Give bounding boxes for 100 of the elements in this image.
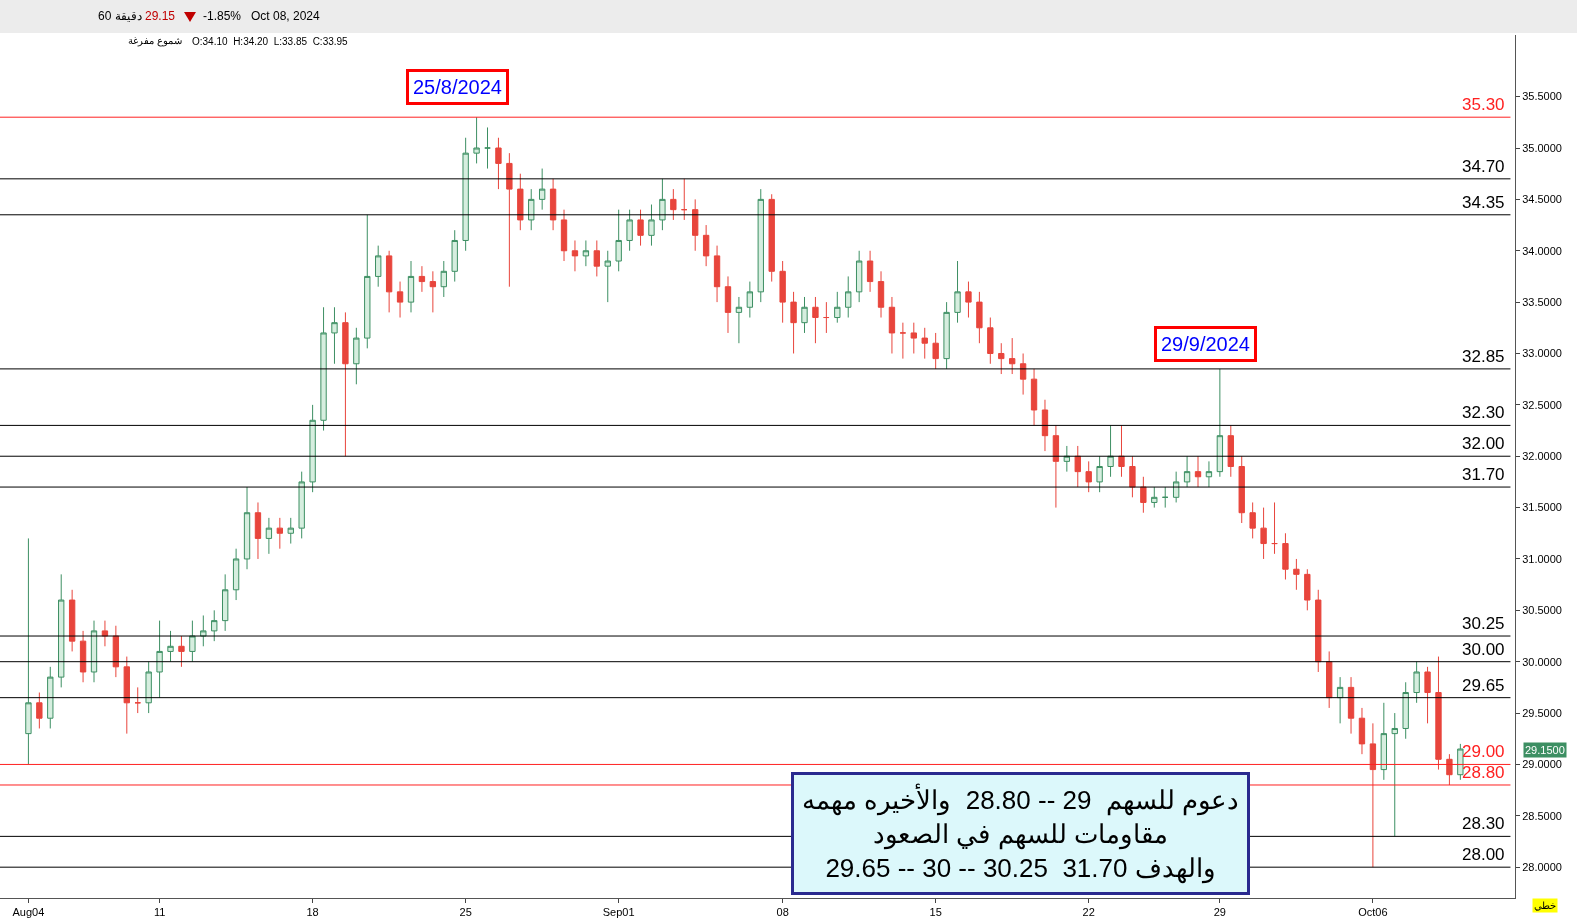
y-tick-label: 28.5000 bbox=[1522, 809, 1562, 822]
candlestick bbox=[571, 239, 579, 272]
candlestick bbox=[1402, 681, 1409, 740]
candlestick bbox=[298, 471, 305, 539]
candlestick bbox=[692, 198, 699, 252]
candlestick bbox=[702, 224, 710, 267]
candlestick bbox=[58, 573, 65, 688]
candlestick bbox=[604, 250, 611, 303]
y-tick-label: 29.5000 bbox=[1522, 706, 1562, 719]
candlestick bbox=[659, 178, 666, 231]
candlestick bbox=[178, 635, 185, 668]
candlestick bbox=[1140, 476, 1147, 514]
candlestick bbox=[1271, 501, 1278, 555]
candlestick bbox=[593, 239, 600, 277]
candlestick bbox=[145, 661, 152, 714]
x-tick-label: 08 bbox=[776, 906, 789, 919]
candlestick bbox=[353, 327, 360, 385]
candlestick bbox=[735, 296, 743, 344]
candlestick bbox=[637, 209, 644, 247]
candlestick bbox=[724, 275, 732, 334]
candlestick bbox=[101, 620, 109, 647]
candlestick bbox=[1293, 558, 1300, 591]
candlestick bbox=[987, 317, 994, 365]
candlestick bbox=[746, 281, 754, 319]
y-tick-label: 33.0000 bbox=[1522, 347, 1562, 360]
candlestick bbox=[364, 214, 371, 349]
candlestick bbox=[1063, 445, 1071, 473]
candlestick bbox=[648, 204, 655, 247]
x-tick-label: 15 bbox=[929, 906, 942, 919]
y-tick-label: 33.5000 bbox=[1522, 295, 1562, 308]
candlestick bbox=[342, 311, 349, 457]
y-tick-label: 34.5000 bbox=[1522, 193, 1562, 206]
candlestick bbox=[1194, 455, 1202, 488]
candlestick bbox=[670, 188, 677, 221]
candlestick bbox=[276, 517, 283, 550]
candlestick bbox=[1227, 424, 1234, 478]
candlestick bbox=[309, 404, 316, 493]
candlestick bbox=[396, 281, 404, 319]
candlestick bbox=[549, 178, 557, 231]
candlestick bbox=[1151, 486, 1158, 509]
y-tick-label: 30.0000 bbox=[1522, 655, 1562, 668]
candlestick bbox=[1041, 399, 1049, 452]
candlestick bbox=[1172, 471, 1180, 503]
candlestick bbox=[440, 260, 447, 298]
candlestick bbox=[1216, 368, 1224, 478]
candlestick bbox=[877, 270, 885, 319]
candlestick bbox=[845, 275, 852, 319]
candlestick bbox=[243, 486, 251, 570]
candlestick bbox=[757, 188, 764, 303]
candlestick bbox=[681, 178, 688, 221]
candlestick bbox=[189, 620, 196, 663]
candlestick bbox=[484, 126, 491, 170]
x-tick-label: Oct06 bbox=[1358, 906, 1388, 919]
candlestick bbox=[385, 250, 393, 313]
ref-line-label: 34.70 bbox=[1462, 157, 1505, 176]
y-tick-label: 31.0000 bbox=[1522, 552, 1562, 565]
candlestick bbox=[1358, 707, 1366, 755]
candlestick bbox=[1304, 568, 1311, 611]
candlestick bbox=[375, 245, 382, 288]
annotation: O:34.10 H:34.20 L:33.85 C:33.95 bbox=[192, 36, 349, 47]
candlestick bbox=[134, 686, 141, 714]
annotation: 29/9/2024 bbox=[1161, 333, 1250, 355]
candlestick bbox=[473, 116, 480, 164]
candlestick bbox=[287, 517, 294, 545]
annotation: دعوم للسهم 29 -- 28.80 والأخيره مهمه مقاومات للسهم في الصعود 29.65 -- 30 -- 30.25 والهدف 31.70 bbox=[802, 783, 1240, 884]
candlestick bbox=[1107, 424, 1114, 478]
candlestick bbox=[1282, 532, 1289, 581]
candlestick bbox=[200, 614, 207, 647]
ref-line-label: 35.30 bbox=[1462, 95, 1505, 114]
candlestick bbox=[899, 322, 907, 360]
candlestick bbox=[1009, 337, 1016, 375]
candlestick bbox=[1118, 424, 1125, 478]
x-tick-label: 11 bbox=[153, 906, 166, 919]
text: 60 دقيقة bbox=[98, 9, 142, 23]
candlestick bbox=[1424, 666, 1431, 724]
ref-line-label: 32.00 bbox=[1462, 434, 1505, 453]
candlestick bbox=[1085, 460, 1092, 493]
ref-line-label: 30.25 bbox=[1462, 614, 1505, 633]
x-tick-label: 18 bbox=[306, 906, 319, 919]
candlestick bbox=[965, 281, 972, 319]
annotation: 25/8/2024 bbox=[413, 76, 502, 98]
candlestick bbox=[1380, 702, 1388, 781]
candlestick bbox=[47, 666, 54, 729]
candlestick bbox=[156, 620, 163, 699]
candlestick bbox=[615, 209, 622, 272]
text: 29.1500 bbox=[1525, 744, 1565, 756]
text: -1.85% bbox=[203, 9, 242, 23]
candlestick bbox=[888, 296, 896, 354]
candlestick bbox=[1347, 676, 1355, 735]
ref-line-label: 28.30 bbox=[1462, 814, 1505, 833]
candlestick bbox=[232, 548, 240, 601]
candlestick bbox=[1238, 455, 1245, 524]
candlestick bbox=[582, 239, 590, 267]
candlestick bbox=[1435, 656, 1442, 771]
y-tick-label: 30.5000 bbox=[1522, 604, 1562, 617]
candlestick bbox=[211, 609, 218, 642]
x-tick-label: 29 bbox=[1213, 906, 1226, 919]
ref-line-label: 31.70 bbox=[1462, 465, 1505, 484]
candlestick bbox=[1205, 460, 1213, 488]
candlestick bbox=[506, 152, 513, 288]
